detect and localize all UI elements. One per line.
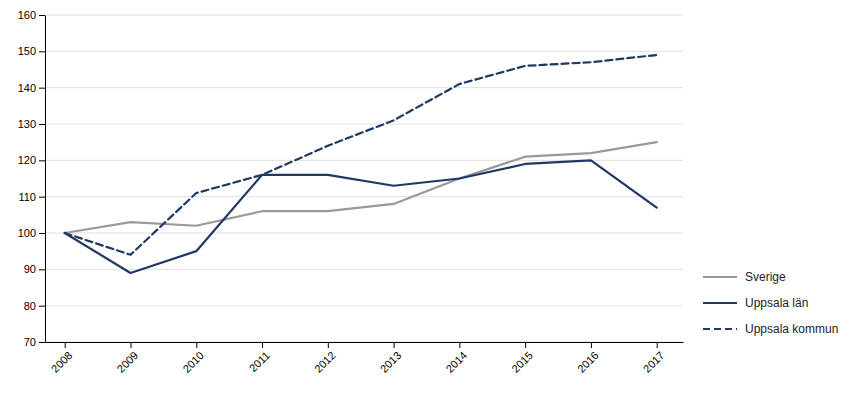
y-tick-label: 130 bbox=[18, 118, 36, 130]
y-tick: 160 bbox=[18, 9, 45, 21]
lines bbox=[65, 55, 657, 273]
grid-line bbox=[45, 305, 683, 306]
y-tick-label: 150 bbox=[18, 45, 36, 57]
chart: 2008 2009 2010 2011 2012 2013 2014 2015 2016 2017… bbox=[0, 0, 853, 397]
series-line bbox=[65, 142, 657, 233]
legend-label: Uppsala kommun bbox=[745, 322, 838, 336]
y-tick-label: 80 bbox=[24, 300, 36, 312]
x-tick-mark bbox=[459, 342, 460, 348]
legend: Sverige Uppsala län Uppsala kommun bbox=[703, 270, 838, 336]
y-tick-mark bbox=[39, 269, 45, 270]
y-tick: 90 bbox=[24, 263, 45, 275]
grid-line bbox=[45, 15, 683, 16]
y-tick: 150 bbox=[18, 45, 45, 57]
x-tick-label: 2011 bbox=[247, 349, 272, 374]
y-tick-mark bbox=[39, 124, 45, 125]
y-tick: 80 bbox=[24, 300, 45, 312]
plot: 2008 2009 2010 2011 2012 2013 2014 2015 2016 2017… bbox=[18, 9, 684, 375]
x-tick-mark bbox=[591, 342, 592, 348]
x-tick-label: 2008 bbox=[49, 349, 75, 375]
x-tick: 2014 bbox=[443, 342, 469, 375]
series-line bbox=[65, 55, 657, 255]
legend-swatch bbox=[703, 302, 737, 304]
y-tick-label: 70 bbox=[24, 336, 36, 348]
x-tick-mark bbox=[196, 342, 197, 348]
x-tick-mark bbox=[657, 342, 658, 348]
legend-swatch bbox=[703, 276, 737, 278]
y-tick-mark bbox=[39, 342, 45, 343]
y-tick-mark bbox=[39, 160, 45, 161]
y-tick-mark bbox=[39, 51, 45, 52]
y-tick-mark bbox=[39, 88, 45, 89]
y-tick-mark bbox=[39, 197, 45, 198]
x-tick-mark bbox=[65, 342, 66, 348]
grid bbox=[45, 15, 683, 342]
y-tick: 100 bbox=[18, 227, 45, 239]
grid-line bbox=[45, 196, 683, 197]
y-axis-line bbox=[45, 16, 46, 343]
x-tick: 2015 bbox=[509, 342, 535, 375]
y-tick: 120 bbox=[18, 154, 45, 166]
y-tick-label: 90 bbox=[24, 263, 36, 275]
x-tick-mark bbox=[328, 342, 329, 348]
x-tick: 2011 bbox=[247, 342, 272, 374]
x-tick-mark bbox=[525, 342, 526, 348]
x-axis: 2008 2009 2010 2011 2012 2013 2014 2015 2016 2017 bbox=[46, 342, 684, 375]
x-tick-mark bbox=[262, 342, 263, 348]
legend-item: Sverige bbox=[703, 270, 786, 284]
x-tick-label: 2013 bbox=[378, 349, 404, 375]
x-tick-label: 2017 bbox=[641, 349, 667, 375]
legend-label: Sverige bbox=[745, 270, 786, 284]
x-axis-line bbox=[46, 342, 684, 343]
y-tick: 110 bbox=[18, 191, 45, 203]
x-tick-label: 2016 bbox=[575, 349, 601, 375]
legend-swatch bbox=[703, 328, 737, 330]
grid-line bbox=[45, 51, 683, 52]
y-tick-label: 120 bbox=[18, 154, 36, 166]
y-tick: 140 bbox=[18, 82, 45, 94]
y-tick: 70 bbox=[24, 336, 45, 348]
x-tick: 2013 bbox=[378, 342, 404, 375]
x-tick-label: 2009 bbox=[115, 349, 141, 375]
grid-line bbox=[45, 342, 683, 343]
y-tick-label: 160 bbox=[18, 9, 36, 21]
x-tick-mark bbox=[131, 342, 132, 348]
y-tick: 130 bbox=[18, 118, 45, 130]
grid-line bbox=[45, 233, 683, 234]
x-tick-label: 2015 bbox=[509, 349, 535, 375]
y-tick-label: 110 bbox=[18, 191, 36, 203]
x-tick-label: 2010 bbox=[180, 349, 206, 375]
legend-item: Uppsala kommun bbox=[703, 322, 838, 336]
y-axis: 70 80 90 100 110 120 130 140 150 160 bbox=[18, 9, 46, 348]
x-tick: 2009 bbox=[115, 342, 141, 375]
series-line bbox=[65, 160, 657, 273]
x-tick-label: 2014 bbox=[443, 349, 469, 375]
x-tick: 2016 bbox=[575, 342, 601, 375]
x-tick-mark bbox=[394, 342, 395, 348]
x-tick: 2010 bbox=[180, 342, 206, 375]
legend-label: Uppsala län bbox=[745, 296, 808, 310]
legend-item: Uppsala län bbox=[703, 296, 808, 310]
x-tick-label: 2012 bbox=[312, 349, 338, 375]
y-tick-mark bbox=[39, 15, 45, 16]
y-tick-mark bbox=[39, 306, 45, 307]
x-tick: 2008 bbox=[49, 342, 75, 375]
grid-line bbox=[45, 87, 683, 88]
y-tick-mark bbox=[39, 233, 45, 234]
y-tick-label: 140 bbox=[18, 82, 36, 94]
y-tick-label: 100 bbox=[18, 227, 36, 239]
x-tick: 2012 bbox=[312, 342, 338, 375]
grid-line bbox=[45, 124, 683, 125]
x-tick: 2017 bbox=[641, 342, 667, 375]
